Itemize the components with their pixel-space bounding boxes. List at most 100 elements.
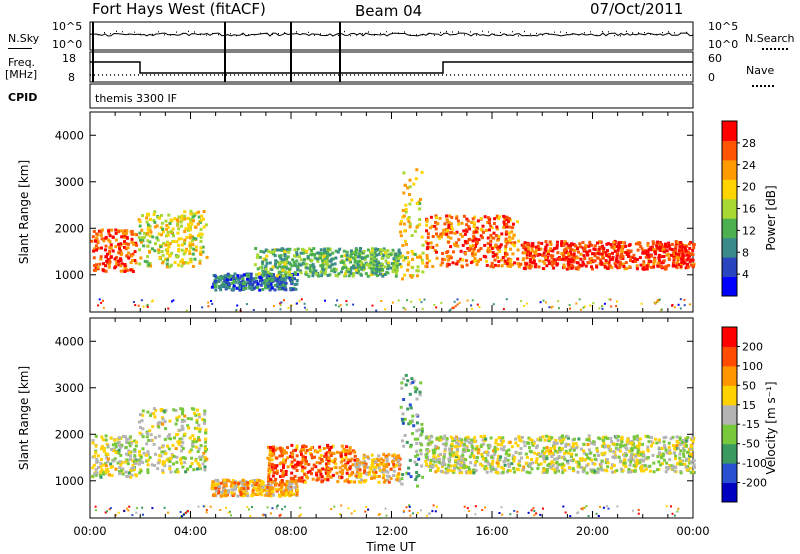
data-cell xyxy=(309,448,313,451)
noise-cell xyxy=(184,511,187,514)
data-cell xyxy=(463,449,467,453)
x-tick-label: 12:00 xyxy=(375,524,408,538)
data-cell xyxy=(99,447,103,451)
data-cell xyxy=(461,449,465,453)
data-cell xyxy=(411,257,415,261)
nsearch-tick-bottom: 10^0 xyxy=(708,38,739,51)
data-cell xyxy=(493,263,497,267)
noise-cell xyxy=(210,300,213,302)
data-cell xyxy=(164,257,167,261)
data-cell xyxy=(254,492,258,496)
data-cell xyxy=(560,242,563,246)
data-cell xyxy=(331,444,335,448)
data-cell xyxy=(657,438,661,442)
data-cell xyxy=(650,444,653,448)
noise-cell xyxy=(671,304,674,306)
data-cell xyxy=(498,250,502,253)
data-cell xyxy=(558,447,562,451)
data-cell xyxy=(623,443,627,447)
data-cell xyxy=(326,478,330,482)
data-cell xyxy=(544,245,548,249)
data-cell xyxy=(461,453,465,457)
data-cell xyxy=(395,458,399,462)
data-cell xyxy=(197,413,201,416)
data-cell xyxy=(615,443,619,446)
data-cell xyxy=(497,260,501,263)
data-cell xyxy=(106,469,110,473)
data-cell xyxy=(134,241,138,245)
data-cell xyxy=(282,458,286,462)
data-cell xyxy=(263,270,267,274)
data-cell xyxy=(280,469,284,473)
data-cell xyxy=(305,449,309,452)
data-cell xyxy=(117,451,121,455)
data-cell xyxy=(557,469,560,473)
data-cell xyxy=(393,266,397,270)
data-cell xyxy=(146,244,150,248)
data-cell xyxy=(284,275,288,278)
data-cell xyxy=(148,240,152,244)
data-cell xyxy=(627,467,631,471)
data-cell xyxy=(465,229,469,233)
data-cell xyxy=(522,440,526,444)
data-cell xyxy=(646,448,650,452)
data-cell xyxy=(460,471,464,474)
data-cell xyxy=(327,451,331,455)
data-cell xyxy=(471,250,475,254)
noise-cell xyxy=(202,505,205,508)
data-cell xyxy=(435,459,439,463)
data-cell xyxy=(232,280,236,283)
data-cell xyxy=(590,265,593,269)
data-cell xyxy=(658,248,662,252)
data-cell xyxy=(168,221,172,225)
data-cell xyxy=(192,407,196,411)
data-cell xyxy=(279,493,283,497)
data-cell xyxy=(625,253,629,256)
data-cell xyxy=(581,260,585,264)
noise-cell xyxy=(453,300,456,303)
data-cell xyxy=(353,450,357,454)
noise-cell xyxy=(637,512,640,515)
noise-cell xyxy=(334,304,337,307)
data-cell xyxy=(479,227,483,231)
data-cell xyxy=(222,485,226,489)
data-cell xyxy=(105,452,109,456)
data-cell xyxy=(157,454,161,458)
x-tick-label: 04:00 xyxy=(174,524,207,538)
noise-cell xyxy=(435,505,438,508)
data-cell xyxy=(354,266,357,270)
data-cell xyxy=(278,248,282,252)
data-cell xyxy=(433,447,437,451)
noise-cell xyxy=(151,507,154,510)
data-cell xyxy=(163,450,167,454)
data-cell xyxy=(652,265,656,269)
data-cell xyxy=(266,488,269,492)
data-cell xyxy=(166,444,169,448)
data-cell xyxy=(130,473,134,477)
data-cell xyxy=(658,245,662,249)
data-cell xyxy=(681,245,685,249)
data-cell xyxy=(418,202,422,206)
data-cell xyxy=(351,256,355,260)
data-cell xyxy=(385,457,389,461)
data-cell xyxy=(363,465,367,469)
data-cell xyxy=(239,480,243,484)
data-cell xyxy=(95,457,99,461)
data-cell xyxy=(195,467,199,471)
data-cell xyxy=(268,275,272,279)
data-cell xyxy=(148,228,152,232)
data-cell xyxy=(626,249,630,253)
data-cell xyxy=(486,216,490,220)
colorbar-segment xyxy=(722,121,737,141)
data-cell xyxy=(302,262,306,266)
data-cell xyxy=(503,254,507,258)
freq-panel-frame xyxy=(89,51,694,83)
data-cell xyxy=(180,420,184,424)
data-cell xyxy=(357,265,360,269)
data-cell xyxy=(221,489,225,493)
data-cell xyxy=(415,397,419,401)
data-cell xyxy=(357,463,361,467)
data-cell xyxy=(279,260,283,264)
data-cell xyxy=(270,272,274,276)
noise-cell xyxy=(458,301,461,304)
